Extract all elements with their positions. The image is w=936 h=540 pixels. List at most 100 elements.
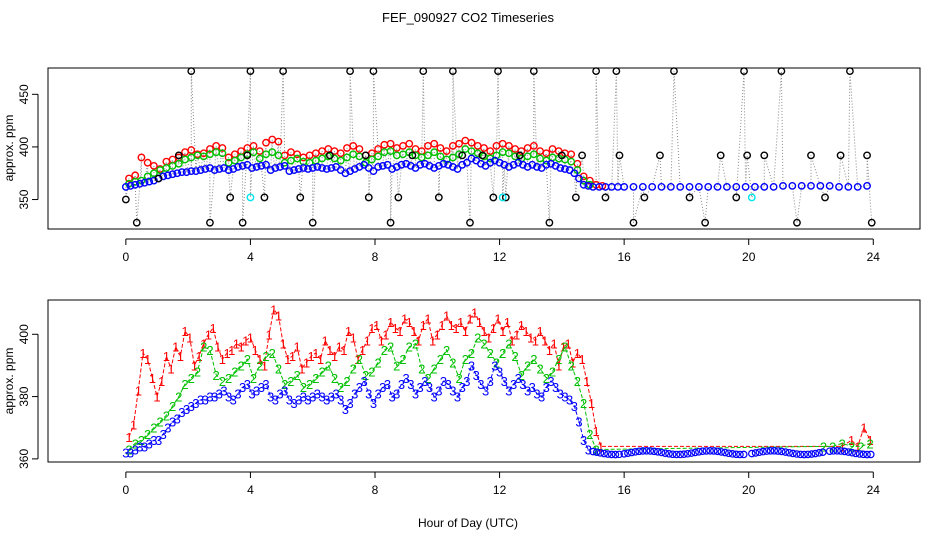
lower-point-label-3: 3 (342, 402, 349, 417)
upper-point-blue (788, 181, 797, 190)
upper-point-black (529, 67, 538, 76)
lower-point-label-1: 1 (471, 305, 478, 320)
lower-point-label-1: 1 (167, 362, 174, 377)
lower-point-label-3: 3 (295, 393, 302, 408)
lower-point-label-2: 2 (857, 439, 864, 454)
lower-point-label-3: 3 (487, 374, 494, 389)
upper-point-green (336, 156, 345, 165)
lower-point-label-3: 3 (127, 446, 134, 461)
upper-point-black (846, 67, 854, 76)
lower-point-label-1: 1 (359, 343, 366, 358)
lower-point-label-1: 1 (139, 346, 146, 361)
upper-point-black (419, 67, 428, 76)
lower-point-label-1: 1 (275, 309, 282, 324)
upper-point-red (262, 138, 270, 147)
lower-point-label-3: 3 (566, 393, 573, 408)
lower-flat-point (657, 448, 666, 457)
lower-point-label-2: 2 (499, 346, 506, 361)
lower-point-label-3: 3 (449, 383, 456, 398)
upper-point-blue (751, 183, 759, 191)
upper-point-blue (760, 183, 769, 191)
lower-point-label-2: 2 (387, 340, 394, 355)
lower-point-label-2: 2 (356, 352, 363, 367)
lower-point-label-1: 1 (392, 321, 399, 336)
lower-point-label-2: 2 (194, 365, 201, 380)
lower-point-label-3: 3 (529, 380, 536, 395)
upper-point-red (349, 141, 358, 150)
lower-point-label-3: 3 (262, 377, 269, 392)
lower-point-label-3: 3 (220, 383, 227, 398)
upper-point-black (325, 151, 334, 160)
lower-point-label-2: 2 (362, 368, 369, 383)
upper-point-black (489, 193, 498, 202)
lower-flat-point (724, 449, 733, 458)
lower-flat-point (785, 448, 794, 457)
lower-point-label-1: 1 (476, 315, 483, 330)
upper-point-black (458, 151, 467, 160)
upper-y-tick-label: 350 (17, 189, 31, 209)
upper-point-black (670, 67, 678, 76)
upper-point-red (467, 138, 476, 147)
lower-flat-point (866, 450, 875, 459)
upper-point-blue (575, 174, 583, 183)
lower-point-label-3: 3 (440, 374, 447, 389)
upper-point-black (364, 193, 373, 202)
lower-point-label-3: 3 (272, 393, 279, 408)
lower-point-label-1: 1 (214, 340, 221, 355)
upper-point-blue (192, 167, 200, 176)
upper-point-blue (187, 167, 196, 176)
lower-point-label-1: 1 (588, 396, 595, 411)
upper-point-blue (271, 164, 280, 172)
lower-point-label-2: 2 (181, 377, 188, 392)
lower-point-label-2: 2 (213, 368, 220, 383)
lower-flat-point (717, 448, 726, 456)
lower-flat-point (624, 449, 632, 457)
lower-point-label-2: 2 (368, 365, 375, 380)
lower-point-label-1: 1 (153, 390, 160, 405)
upper-point-black (863, 151, 871, 160)
lower-point-label-1: 1 (322, 334, 329, 349)
upper-point-blue (676, 183, 685, 191)
upper-point-black (601, 193, 610, 202)
lower-point-label-2: 2 (331, 371, 338, 386)
upper-point-black (501, 193, 510, 202)
upper-point-blue (350, 165, 359, 173)
upper-x-tick-label: 12 (493, 250, 507, 264)
lower-point-label-3: 3 (477, 377, 484, 392)
upper-point-blue (322, 165, 331, 173)
upper-point-blue (448, 163, 457, 171)
lower-point-label-3: 3 (267, 390, 274, 405)
lower-point-label-3: 3 (407, 377, 414, 392)
lower-point-label-3: 3 (547, 374, 554, 389)
lower-point-label-1: 1 (522, 324, 529, 339)
lower-point-label-3: 3 (211, 390, 218, 405)
lower-point-label-1: 1 (424, 312, 431, 327)
chart-title: FEF_090927 CO2 Timeseries (382, 10, 554, 25)
lower-point-label-1: 1 (518, 318, 525, 333)
upper-point-black (545, 218, 554, 227)
lower-point-label-3: 3 (515, 371, 522, 386)
upper-point-blue (262, 160, 270, 169)
lower-point-label-3: 3 (557, 386, 564, 401)
lower-flat-point (766, 447, 775, 455)
lower-point-label-2: 2 (555, 352, 562, 367)
upper-point-blue (584, 181, 593, 190)
lower-flat-point (800, 450, 808, 459)
lower-flat-point (627, 448, 636, 457)
upper-point-black (760, 151, 769, 160)
upper-point-red (579, 172, 588, 181)
upper-point-blue (713, 183, 722, 191)
lower-point-label-3: 3 (136, 439, 143, 454)
lower-point-label-1: 1 (406, 315, 413, 330)
lower-plot-frame (47, 299, 921, 463)
lower-flat-point (762, 447, 771, 455)
x-axis-label: Hour of Day (UTC) (418, 516, 518, 530)
lower-point-label-3: 3 (318, 390, 325, 405)
upper-point-black (807, 151, 815, 160)
lower-flat-point (736, 450, 744, 459)
lower-flat-point (732, 450, 741, 459)
upper-point-green (529, 150, 538, 159)
lower-flat-point (796, 450, 805, 459)
lower-flat-point (759, 447, 767, 456)
lower-point-label-1: 1 (186, 330, 193, 345)
